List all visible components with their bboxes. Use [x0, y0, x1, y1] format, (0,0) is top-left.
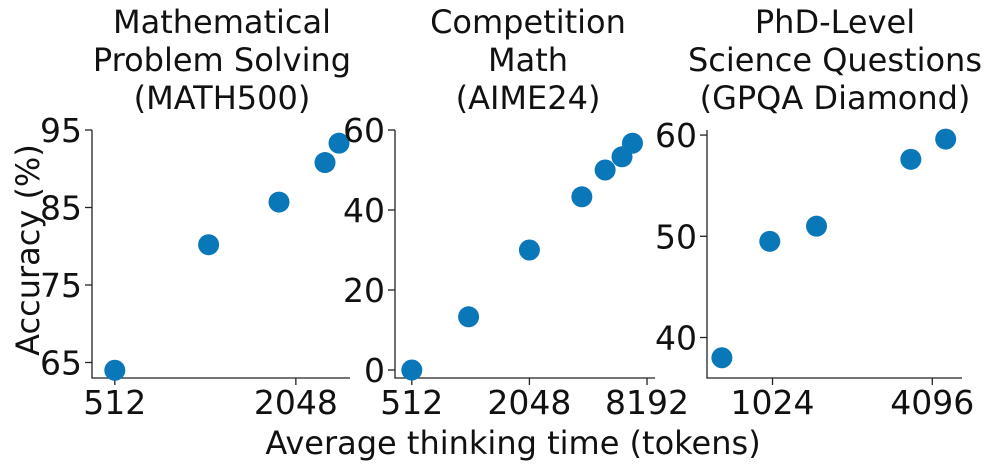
x-tick-label: 512 [83, 383, 146, 422]
chart-title-line: Science Questions [688, 41, 982, 79]
data-point [518, 239, 540, 261]
data-point [900, 148, 922, 170]
y-tick-label: 75 [40, 266, 82, 305]
y-axis-label: Accuracy (%) [9, 144, 47, 356]
y-tick-label: 60 [655, 116, 697, 155]
chart-title-line: Mathematical [113, 3, 331, 41]
data-point [198, 234, 220, 256]
y-tick-label: 50 [655, 217, 697, 256]
x-tick-label: 512 [380, 383, 443, 422]
axis-spines [91, 130, 350, 379]
data-point [711, 347, 733, 369]
data-point [458, 306, 480, 328]
chart-title-line: PhD-Level [755, 3, 915, 41]
x-tick-label: 1024 [731, 383, 815, 422]
y-tick-label: 40 [343, 191, 385, 230]
data-point [401, 359, 423, 381]
x-axis-label: Average thinking time (tokens) [265, 424, 760, 462]
chart-title-line: Problem Solving [93, 41, 351, 79]
chart-title-line: (GPQA Diamond) [700, 79, 971, 117]
axis-spines [394, 130, 655, 379]
data-point [621, 132, 643, 154]
data-point [571, 186, 593, 208]
axis-spines [706, 130, 962, 379]
y-tick-label: 40 [655, 319, 697, 358]
data-point [806, 215, 828, 237]
data-point [314, 152, 336, 174]
y-tick-label: 95 [40, 111, 82, 150]
data-point [759, 230, 781, 252]
y-tick-label: 20 [343, 271, 385, 310]
chart-title-line: Math [488, 41, 568, 79]
chart-title-line: (AIME24) [456, 79, 601, 117]
data-point [594, 159, 616, 181]
data-point [104, 359, 126, 381]
y-tick-label: 65 [40, 344, 82, 383]
x-tick-label: 2048 [254, 383, 338, 422]
chart-title-line: (MATH500) [134, 79, 311, 117]
x-tick-label: 8192 [605, 383, 689, 422]
y-tick-label: 60 [343, 111, 385, 150]
data-point [935, 128, 957, 150]
y-tick-label: 85 [40, 189, 82, 228]
data-point [328, 132, 350, 154]
x-tick-label: 4096 [890, 383, 974, 422]
x-tick-label: 2048 [487, 383, 571, 422]
data-point [268, 191, 290, 213]
chart-title-line: Competition [430, 3, 626, 41]
y-tick-label: 0 [364, 351, 385, 390]
